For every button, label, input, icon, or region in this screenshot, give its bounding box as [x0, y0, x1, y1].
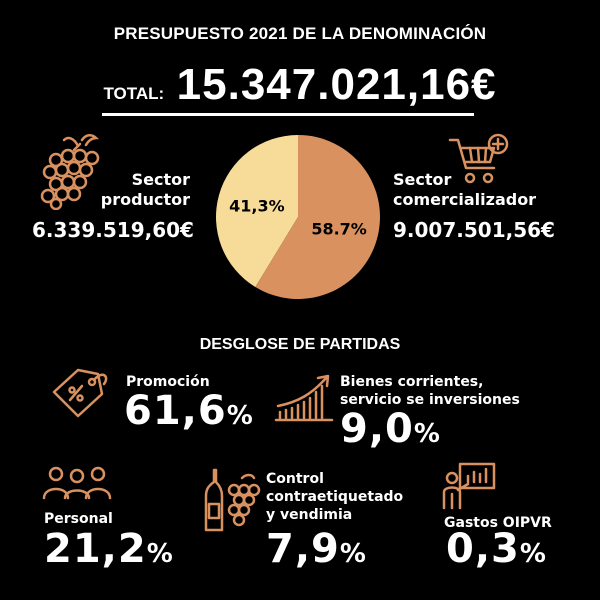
grapes-icon: [34, 132, 106, 210]
item-promocion-label: Promoción: [126, 374, 210, 390]
sector-productor-label-line2: productor: [100, 190, 190, 209]
item-bienes-label-line2: servicio se inversiones: [340, 392, 520, 408]
pie-label-comercializador: 58.7%: [311, 220, 367, 239]
item-gastos-value: 0,3%: [446, 526, 547, 572]
item-gastos-number: 0,3: [446, 526, 520, 572]
wine-bottle-grapes-icon: [198, 468, 262, 532]
total-label: TOTAL:: [103, 84, 165, 103]
growth-chart-icon: [272, 372, 334, 424]
item-personal-number: 21,2: [44, 526, 147, 572]
item-bienes-unit: %: [413, 419, 441, 449]
sector-productor-label: Sector productor: [101, 170, 190, 210]
item-control-value: 7,9%: [266, 526, 367, 572]
item-gastos-unit: %: [519, 539, 547, 569]
page-title: PRESUPUESTO 2021 DE LA DENOMINACIÓN: [113, 24, 487, 43]
item-control-label: Control contraetiquetado y vendimia: [266, 470, 403, 524]
sector-comercializador-label-line1: Sector: [393, 170, 452, 189]
item-promocion-unit: %: [226, 401, 254, 431]
sector-productor-label-line1: Sector: [131, 170, 190, 189]
item-personal-label: Personal: [44, 511, 113, 527]
presentation-icon: [442, 460, 498, 512]
pie-slice-productor: [215, 135, 298, 288]
price-tag-icon: [48, 366, 110, 418]
item-promocion-number: 61,6: [124, 388, 227, 434]
item-bienes-label-line1: Bienes corrientes,: [340, 374, 484, 390]
item-bienes-number: 9,0: [340, 406, 414, 452]
people-group-icon: [42, 466, 112, 500]
item-bienes-label: Bienes corrientes, servicio se inversion…: [340, 373, 520, 409]
item-bienes-value: 9,0%: [340, 406, 441, 452]
item-control-label-line1: Control: [266, 471, 324, 487]
sector-comercializador-label-line2: comercializador: [393, 190, 537, 209]
pie-label-productor: 41,3%: [229, 197, 285, 216]
total-row: TOTAL: 15.347.021,16€: [0, 60, 600, 110]
sector-comercializador-amount: 9.007.501,56€: [393, 218, 555, 242]
pie-slice-comercializador: [255, 135, 380, 299]
item-control-label-line3: y vendimia: [266, 507, 353, 523]
item-control-label-line2: contraetiquetado: [266, 489, 404, 505]
item-personal-unit: %: [146, 539, 174, 569]
total-underline: [102, 113, 474, 116]
budget-pie-chart: 41,3% 58.7%: [215, 134, 381, 300]
item-promocion-value: 61,6%: [124, 388, 254, 434]
item-control-unit: %: [339, 539, 367, 569]
item-gastos-label: Gastos OIPVR: [444, 515, 552, 531]
sector-comercializador-label: Sector comercializador: [393, 170, 536, 210]
item-control-number: 7,9: [266, 526, 340, 572]
breakdown-title: DESGLOSE DE PARTIDAS: [199, 336, 401, 353]
item-personal-value: 21,2%: [44, 526, 174, 572]
total-value: 15.347.021,16€: [176, 60, 497, 109]
shopping-cart-icon: [448, 132, 510, 188]
sector-productor-amount: 6.339.519,60€: [32, 218, 194, 242]
